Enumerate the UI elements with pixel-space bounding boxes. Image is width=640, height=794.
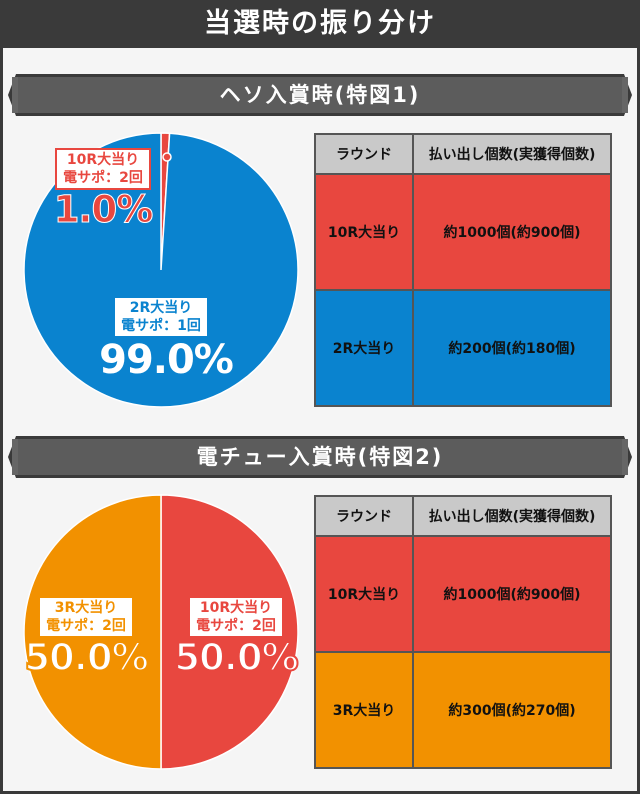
slice-label-10r-2: 10R大当り 電サポ：2回 50.0% [168, 596, 304, 679]
table-cell-round: 10R大当り [314, 535, 414, 653]
table-header-payout: 払い出し個数(実獲得個数) [412, 495, 612, 537]
pie-slice-2R大当り [23, 132, 299, 408]
slice-label-box: 10R大当り 電サポ：2回 [55, 148, 151, 190]
table-cell-round: 2R大当り [314, 289, 414, 407]
slice-label-box: 3R大当り 電サポ：2回 [38, 596, 134, 638]
table-cell-payout: 約1000個(約900個) [412, 173, 612, 291]
section-title: 電チュー入賞時(特図2) [196, 445, 444, 469]
table-header-round: ラウンド [314, 133, 414, 175]
payout-table-1: ラウンド 払い出し個数(実獲得個数) 10R大当り 約1000個(約900個) … [314, 133, 612, 407]
slice-label-3r: 3R大当り 電サポ：2回 50.0% [18, 596, 154, 679]
slice-label-box: 2R大当り 電サポ：1回 [113, 296, 209, 338]
slice-support: 電サポ：2回 [196, 618, 276, 634]
table-row: 3R大当り 約300個(約270個) [314, 651, 612, 769]
slice-name: 2R大当り [129, 300, 193, 316]
banner-shape [8, 436, 632, 478]
slice-support: 電サポ：2回 [63, 170, 143, 186]
slice-support: 電サポ：2回 [46, 618, 126, 634]
slice-percent: 99.0% [99, 337, 234, 383]
slice-percent: 1.0% [53, 188, 154, 231]
slice-label-10r-1: 10R大当り 電サポ：2回 1.0% [34, 148, 172, 230]
table-cell-payout: 約1000個(約900個) [412, 535, 612, 653]
section-banner-2: 電チュー入賞時(特図2) [8, 436, 632, 478]
section-banner-1: ヘソ入賞時(特図1) [8, 74, 632, 116]
table-cell-payout: 約300個(約270個) [412, 651, 612, 769]
table-header-payout: 払い出し個数(実獲得個数) [412, 133, 612, 175]
slice-label-2r: 2R大当り 電サポ：1回 [96, 296, 226, 338]
slice-percent: 50.0% [23, 636, 149, 679]
slice-percent-wrap: 99.0% [84, 340, 248, 380]
slice-name: 3R大当り [54, 600, 118, 616]
slice-support: 電サポ：1回 [121, 318, 201, 334]
slice-name: 10R大当り [199, 600, 273, 616]
slice-name: 10R大当り [66, 152, 140, 168]
table-cell-payout: 約200個(約180個) [412, 289, 612, 407]
pie-chart-1 [23, 132, 299, 408]
banner-shape [8, 74, 632, 116]
section-title: ヘソ入賞時(特図1) [219, 83, 421, 107]
table-row: 10R大当り 約1000個(約900個) [314, 535, 612, 653]
table-row: 10R大当り 約1000個(約900個) [314, 173, 612, 291]
table-cell-round: 3R大当り [314, 651, 414, 769]
slice-label-box: 10R大当り 電サポ：2回 [188, 596, 284, 638]
table-cell-round: 10R大当り [314, 173, 414, 291]
table-row: 2R大当り 約200個(約180個) [314, 289, 612, 407]
payout-table-2: ラウンド 払い出し個数(実獲得個数) 10R大当り 約1000個(約900個) … [314, 495, 612, 769]
table-header-round: ラウンド [314, 495, 414, 537]
slice-percent: 50.0% [173, 636, 299, 679]
page-title: 当選時の振り分け [0, 0, 640, 48]
slice-marker-dot [162, 152, 172, 162]
